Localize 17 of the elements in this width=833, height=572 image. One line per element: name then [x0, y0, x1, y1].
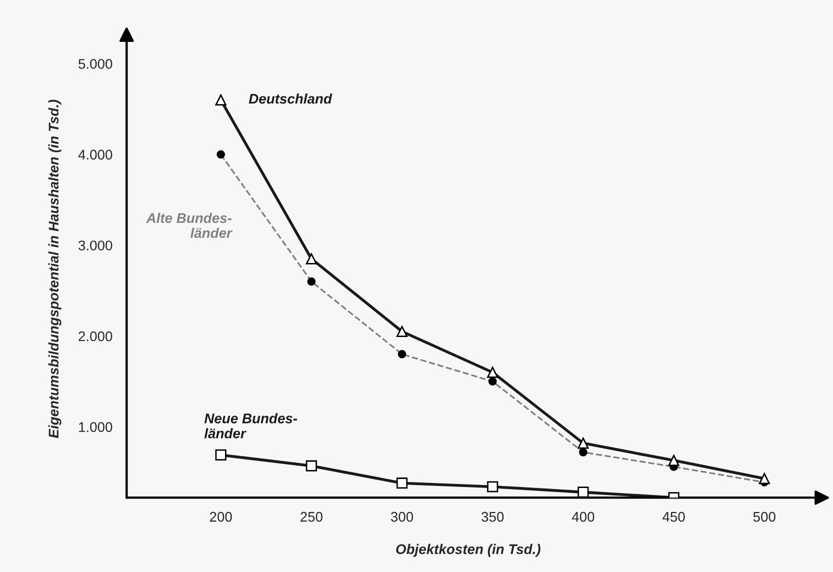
y-tick-label: 3.000 — [78, 240, 112, 250]
x-tick-label: 250 — [300, 512, 322, 522]
x-tick-label: 350 — [482, 512, 504, 522]
series-label: Alte Bundes- länder — [146, 212, 233, 238]
y-tick-label: 4.000 — [78, 150, 112, 160]
x-tick-label: 300 — [390, 512, 414, 522]
x-axis-title: Objektkosten (in Tsd.) — [396, 544, 540, 557]
series-label: Neue Bundes- länder — [204, 413, 298, 438]
x-tick-label: 400 — [572, 512, 594, 522]
x-tick-label: 500 — [753, 512, 776, 522]
x-tick-label: 450 — [662, 512, 685, 522]
y-tick-label: 5.000 — [78, 58, 112, 69]
y-tick-label: 1.000 — [79, 422, 112, 432]
y-axis-title: Eigentumsbildungspotential in Haushalten (in Tsd.) — [48, 100, 62, 438]
y-tick-label: 2.000 — [78, 331, 112, 342]
x-tick-label: 200 — [210, 512, 232, 522]
series-label: Deutschland — [248, 93, 332, 104]
